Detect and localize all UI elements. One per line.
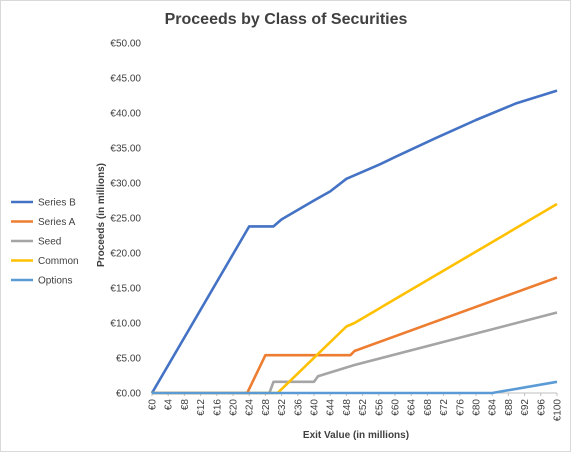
legend: Series B Series A Seed Common Options [11, 198, 79, 287]
x-tick-label: €76 [455, 399, 466, 416]
legend-label: Seed [38, 237, 61, 248]
x-tick-label: €36 [293, 399, 304, 416]
x-tick-label: €96 [536, 399, 547, 416]
legend-label: Options [38, 276, 72, 287]
y-tick-label: €40.00 [110, 109, 141, 120]
y-tick-label: €10.00 [110, 319, 141, 330]
x-tick-label: €48 [342, 399, 353, 416]
x-tick-label: €92 [520, 399, 531, 416]
x-tick-label: €84 [488, 399, 499, 416]
x-tick-label: €88 [504, 399, 515, 416]
y-axis-label: Proceeds (in millions) [96, 163, 107, 267]
x-tick-label: €56 [374, 399, 385, 416]
x-tick-label: €0 [148, 399, 159, 411]
legend-label: Series B [38, 198, 76, 209]
x-tick-label: €8 [180, 399, 191, 411]
x-tick-label: €4 [164, 399, 175, 411]
y-tick-label: €30.00 [110, 179, 141, 190]
x-tick-label: €32 [277, 399, 288, 416]
x-tick-label: €12 [196, 399, 207, 416]
x-tick-label: €68 [423, 399, 434, 416]
x-tick-label: €24 [245, 399, 256, 416]
y-tick-label: €15.00 [110, 284, 141, 295]
x-tick-label: €16 [212, 399, 223, 416]
y-tick-label: €20.00 [110, 249, 141, 260]
y-tick-label: €35.00 [110, 144, 141, 155]
x-tick-label: €64 [407, 399, 418, 416]
x-tick-label: €80 [472, 399, 483, 416]
x-tick-label: €40 [310, 399, 321, 416]
y-tick-label: €50.00 [110, 39, 141, 50]
series-line-options [152, 380, 558, 395]
series-line-series-b [150, 89, 558, 394]
y-tick-label: €25.00 [110, 214, 141, 225]
x-tick-label: €28 [261, 399, 272, 416]
y-tick-label: €0.00 [116, 389, 141, 400]
series-lines [150, 89, 558, 395]
legend-label: Common [38, 256, 79, 267]
x-tick-label: €100 [553, 399, 564, 422]
x-tick-label: €44 [326, 399, 337, 416]
legend-label: Series A [38, 217, 76, 228]
x-tick-group: €0 €4 €8 €12 €16 €20 €24 €28 €32 €36 €40 €44 €48 €52 €… [148, 393, 564, 421]
series-line-series-a [152, 276, 558, 395]
y-tick-label: €45.00 [110, 74, 141, 85]
x-axis-label: Exit Value (in millions) [303, 430, 409, 441]
y-tick-group: €0.00 €5.00 €10.00 €15.00 €20.00 €25.00 €30.00… [110, 39, 141, 400]
x-tick-label: €72 [439, 399, 450, 416]
chart-title: Proceeds by Class of Securities [165, 11, 408, 28]
y-tick-label: €5.00 [116, 354, 141, 365]
x-tick-label: €52 [358, 399, 369, 416]
x-tick-label: €60 [391, 399, 402, 416]
x-tick-label: €20 [229, 399, 240, 416]
